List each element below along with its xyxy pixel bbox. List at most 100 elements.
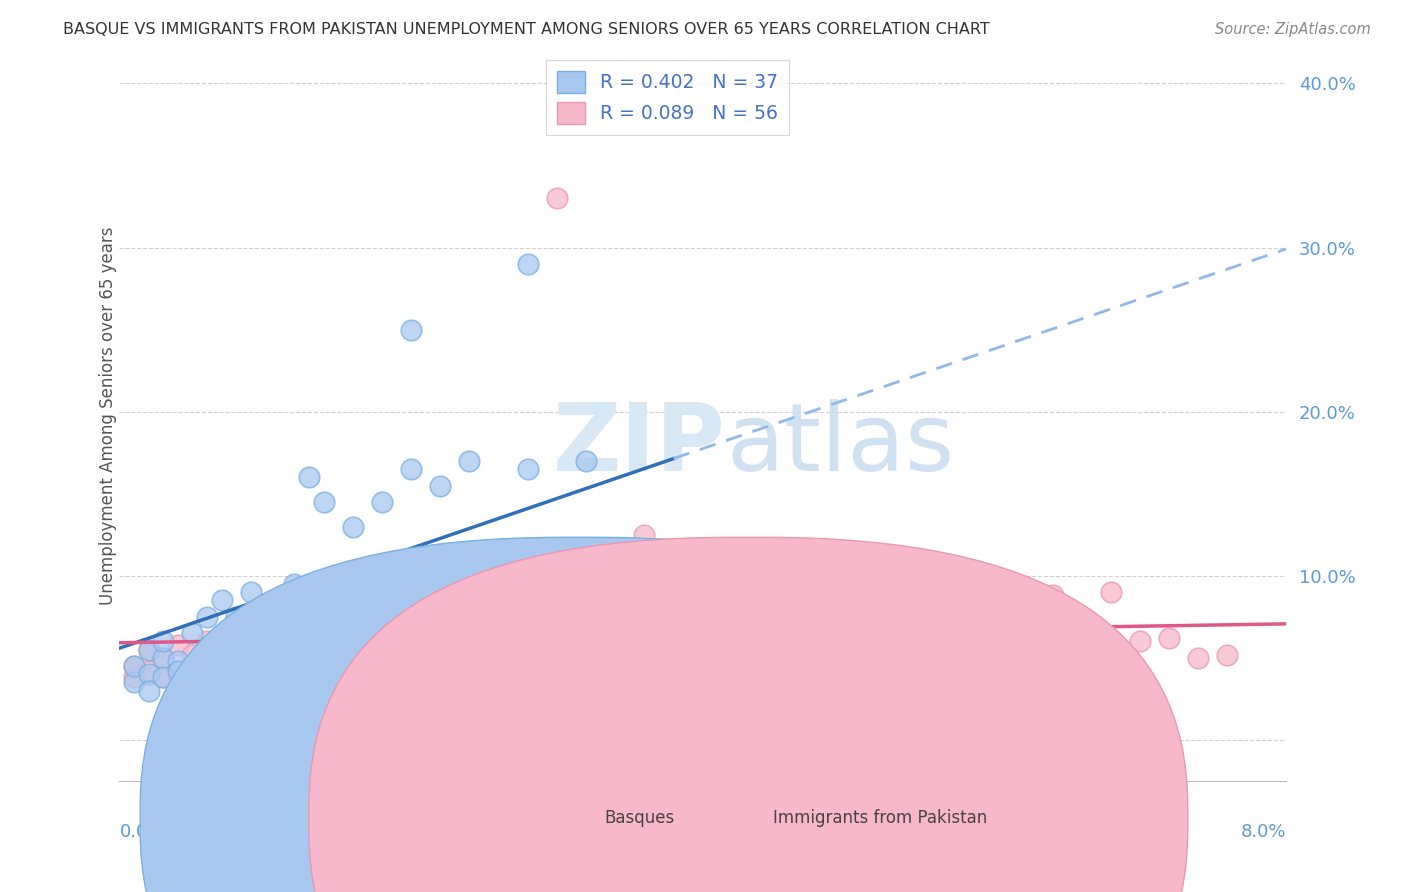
Point — [122, 671, 145, 685]
Point — [720, 650, 742, 665]
Point — [910, 621, 932, 635]
Point — [458, 454, 481, 468]
Point — [122, 675, 145, 690]
Point — [1129, 634, 1152, 648]
Point — [692, 585, 714, 599]
Point — [342, 519, 364, 533]
Point — [254, 601, 277, 615]
Point — [749, 642, 772, 657]
Point — [399, 323, 422, 337]
Point — [298, 470, 321, 484]
Text: 8.0%: 8.0% — [1240, 822, 1285, 840]
Point — [181, 626, 204, 640]
Point — [1187, 650, 1209, 665]
Point — [692, 589, 714, 603]
Point — [138, 642, 160, 657]
Point — [342, 626, 364, 640]
Point — [866, 650, 889, 665]
Point — [779, 621, 801, 635]
Point — [138, 664, 160, 678]
Point — [371, 495, 394, 509]
Point — [328, 634, 350, 648]
Point — [152, 650, 174, 665]
Point — [181, 675, 204, 690]
Point — [837, 716, 859, 731]
Point — [1012, 609, 1035, 624]
Point — [225, 642, 247, 657]
Point — [138, 683, 160, 698]
Point — [605, 626, 627, 640]
Point — [283, 577, 305, 591]
Text: Immigrants from Pakistan: Immigrants from Pakistan — [773, 809, 987, 827]
Point — [312, 495, 335, 509]
Point — [575, 454, 598, 468]
Point — [837, 618, 859, 632]
Point — [371, 618, 394, 632]
Point — [546, 191, 568, 205]
Point — [166, 654, 188, 668]
Point — [1099, 585, 1122, 599]
Point — [546, 700, 568, 714]
Point — [633, 527, 655, 541]
Point — [254, 634, 277, 648]
Point — [516, 609, 538, 624]
Point — [166, 638, 188, 652]
Point — [619, 593, 641, 607]
Point — [195, 609, 218, 624]
Point — [953, 593, 976, 607]
Point — [516, 257, 538, 271]
Point — [239, 585, 262, 599]
Point — [1159, 631, 1181, 645]
Point — [211, 634, 233, 648]
Point — [239, 642, 262, 657]
Point — [429, 478, 451, 492]
Text: ZIP: ZIP — [553, 399, 725, 491]
Point — [399, 462, 422, 476]
Point — [1070, 664, 1092, 678]
Point — [808, 650, 831, 665]
Point — [516, 462, 538, 476]
Point — [488, 631, 510, 645]
Text: atlas: atlas — [725, 399, 955, 491]
Point — [211, 593, 233, 607]
Point — [720, 593, 742, 607]
Point — [152, 671, 174, 685]
Text: Basques: Basques — [605, 809, 675, 827]
Point — [429, 626, 451, 640]
Point — [983, 667, 1005, 681]
Point — [211, 654, 233, 668]
Point — [269, 593, 291, 607]
Point — [399, 634, 422, 648]
Text: BASQUE VS IMMIGRANTS FROM PAKISTAN UNEMPLOYMENT AMONG SENIORS OVER 65 YEARS CORR: BASQUE VS IMMIGRANTS FROM PAKISTAN UNEMP… — [63, 22, 990, 37]
Text: Source: ZipAtlas.com: Source: ZipAtlas.com — [1215, 22, 1371, 37]
Point — [546, 585, 568, 599]
Point — [239, 650, 262, 665]
Point — [195, 642, 218, 657]
Point — [225, 609, 247, 624]
Point — [298, 621, 321, 635]
Y-axis label: Unemployment Among Seniors over 65 years: Unemployment Among Seniors over 65 years — [100, 227, 117, 605]
Point — [152, 634, 174, 648]
Legend: R = 0.402   N = 37, R = 0.089   N = 56: R = 0.402 N = 37, R = 0.089 N = 56 — [546, 60, 789, 136]
Point — [152, 671, 174, 685]
Point — [692, 708, 714, 723]
Point — [181, 664, 204, 678]
Point — [575, 609, 598, 624]
Point — [122, 659, 145, 673]
Point — [254, 648, 277, 662]
Point — [138, 642, 160, 657]
Point — [283, 638, 305, 652]
Point — [195, 634, 218, 648]
Point — [546, 634, 568, 648]
Point — [472, 618, 495, 632]
Point — [166, 664, 188, 678]
Point — [166, 667, 188, 681]
Point — [122, 659, 145, 673]
Point — [1042, 589, 1064, 603]
Text: 0.0%: 0.0% — [120, 822, 165, 840]
Point — [181, 648, 204, 662]
Point — [152, 650, 174, 665]
Point — [138, 667, 160, 681]
Point — [662, 560, 685, 574]
Point — [619, 601, 641, 615]
